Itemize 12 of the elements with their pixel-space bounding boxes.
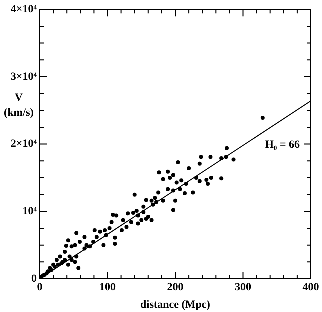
y-tick-label: 10⁴ (22, 205, 38, 218)
x-axis-title: distance (Mpc) (140, 299, 211, 312)
x-tick-label: 200 (167, 281, 184, 294)
y-tick-label: 4×10⁴ (10, 3, 38, 16)
y-tick-label: 3×10⁴ (10, 70, 38, 83)
y-tick-label: 2×10⁴ (10, 138, 38, 150)
x-tick-label: 300 (235, 281, 252, 294)
x-tick-label: 100 (100, 281, 116, 294)
y-axis-title: V (km/s) (4, 92, 34, 119)
x-tick-label: 400 (302, 281, 320, 294)
y-tick-label: 0 (32, 272, 38, 285)
annotation: H₀ = 66 (265, 138, 300, 151)
